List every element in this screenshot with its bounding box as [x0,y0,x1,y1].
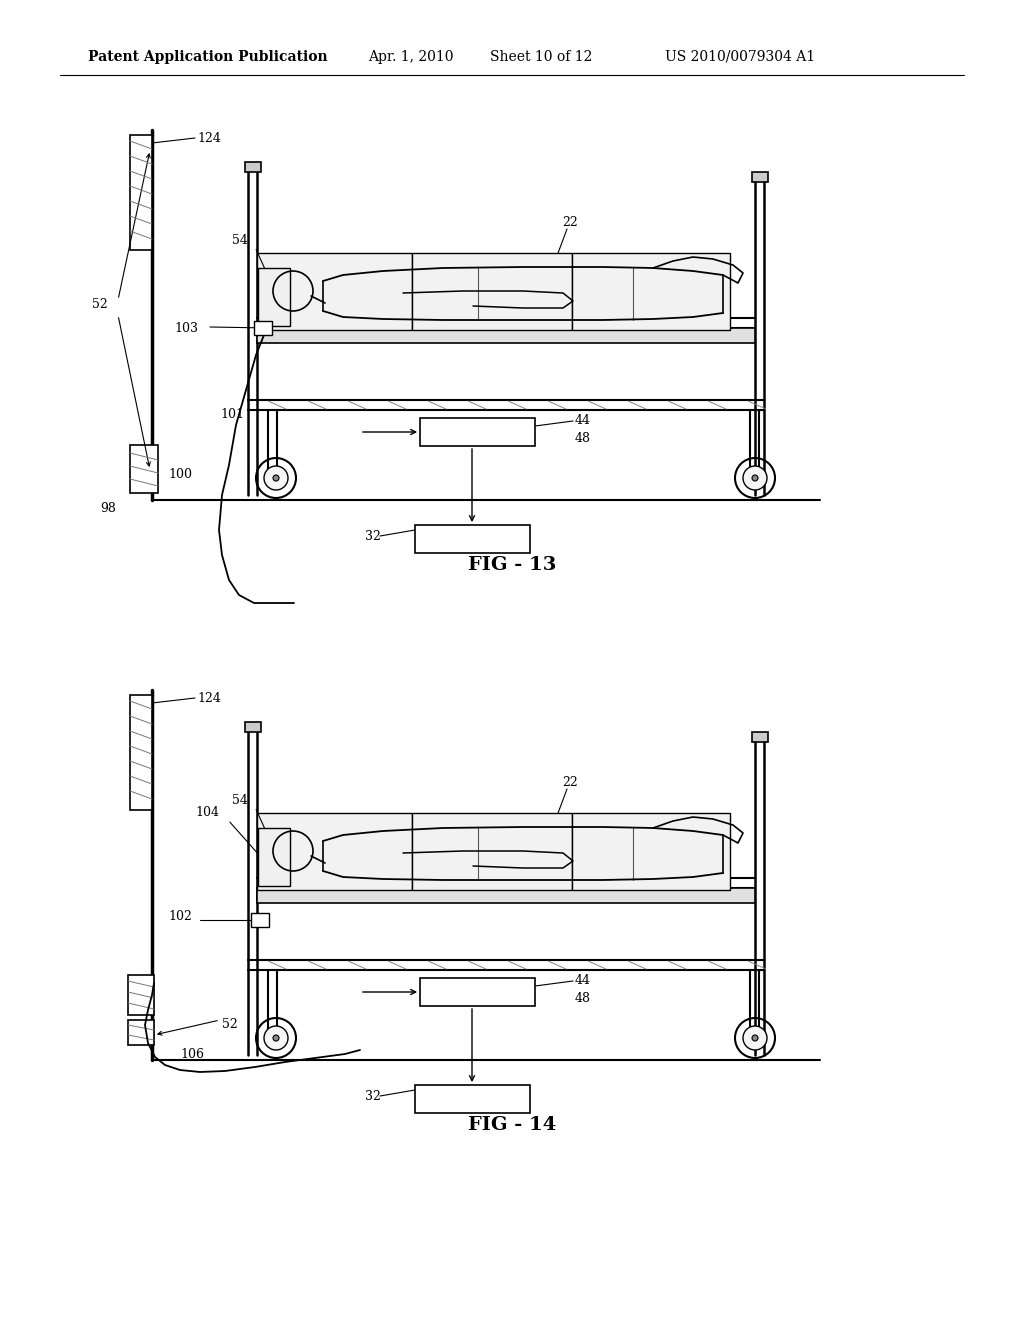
Bar [258,268,290,326]
Text: 32: 32 [365,529,381,543]
Circle shape [273,1035,279,1041]
Text: CPU: CPU [463,425,492,438]
Text: 106: 106 [180,1048,204,1061]
Text: Apr. 1, 2010: Apr. 1, 2010 [368,50,454,63]
Text: 104: 104 [195,805,219,818]
Bar [245,722,261,733]
Bar [130,135,152,249]
Circle shape [752,1035,758,1041]
Text: Network: Network [444,1093,500,1106]
Bar [130,445,158,492]
Bar [752,733,768,742]
Text: 54: 54 [232,793,248,807]
Circle shape [743,466,767,490]
Bar [572,813,730,890]
Text: 44: 44 [575,413,591,426]
Bar [752,172,768,182]
Bar [572,253,730,330]
Bar [257,253,412,330]
Text: 32: 32 [365,1089,381,1102]
Text: Network: Network [444,532,500,545]
Bar [257,888,755,903]
Text: 98: 98 [100,502,116,515]
Bar [257,327,755,343]
Bar [245,162,261,172]
Text: 22: 22 [562,776,578,789]
Bar [415,1085,530,1113]
Text: 103: 103 [174,322,198,334]
Bar [412,813,572,890]
Bar [258,828,290,886]
Text: 54: 54 [232,234,248,247]
Bar [128,975,154,1015]
Text: 48: 48 [575,991,591,1005]
Text: 48: 48 [575,432,591,445]
Circle shape [752,475,758,480]
Text: 101: 101 [220,408,244,421]
Bar [420,418,535,446]
Text: FIG - 13: FIG - 13 [468,556,556,574]
Text: 44: 44 [575,974,591,986]
Text: US 2010/0079304 A1: US 2010/0079304 A1 [665,50,815,63]
Text: Patent Application Publication: Patent Application Publication [88,50,328,63]
Text: 102: 102 [168,911,191,924]
Circle shape [264,1026,288,1049]
Bar [254,321,272,335]
Text: 22: 22 [562,216,578,230]
Text: CPU: CPU [463,986,492,998]
Text: 124: 124 [197,692,221,705]
Bar [415,525,530,553]
Bar [128,1020,154,1045]
Bar [420,978,535,1006]
Circle shape [273,475,279,480]
Circle shape [743,1026,767,1049]
Text: FIG - 14: FIG - 14 [468,1115,556,1134]
Text: 52: 52 [222,1019,238,1031]
Text: Sheet 10 of 12: Sheet 10 of 12 [490,50,592,63]
Bar [130,696,152,810]
Text: 100: 100 [168,467,193,480]
Bar [412,253,572,330]
Bar [257,813,412,890]
Bar [251,913,269,927]
Text: 52: 52 [92,298,108,312]
Circle shape [264,466,288,490]
Text: 124: 124 [197,132,221,144]
